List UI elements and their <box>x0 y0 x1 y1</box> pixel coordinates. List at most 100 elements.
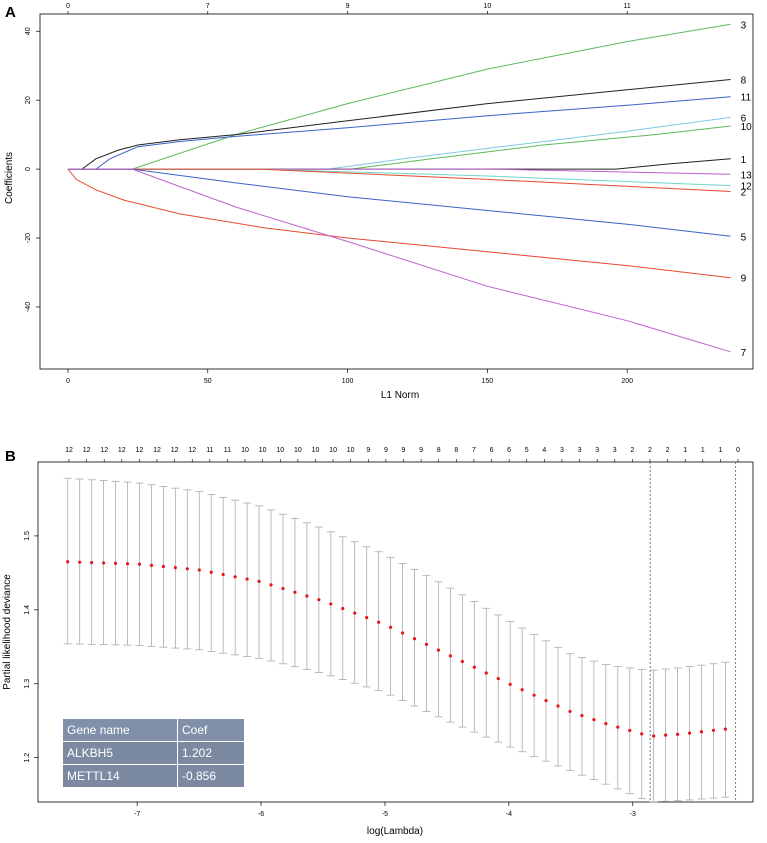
cv-errorbar <box>661 668 670 802</box>
cv-mean-point <box>652 734 656 738</box>
cv-mean-point <box>185 567 189 571</box>
coef-line-5 <box>67 168 731 237</box>
cv-errorbar <box>565 653 574 772</box>
cv-mean-point <box>484 671 488 675</box>
cv-mean-point <box>412 637 417 641</box>
top-count-label-b: 12 <box>65 447 73 454</box>
cv-errorbar <box>470 601 479 733</box>
cv-errorbar <box>207 494 216 652</box>
cv-errorbar <box>398 563 407 701</box>
cv-mean-point <box>664 733 668 737</box>
cv-errorbar <box>99 480 108 645</box>
cv-errorbar <box>577 657 586 776</box>
x-tick-label-b: -6 <box>258 811 264 818</box>
cv-mean-point <box>125 562 130 566</box>
cv-mean-point <box>221 572 225 577</box>
cv-mean-point <box>508 682 512 686</box>
cv-errorbar <box>386 556 395 696</box>
top-tick-label-a: 7 <box>206 3 210 10</box>
top-count-label-b: 12 <box>83 447 91 454</box>
cv-errorbar <box>554 646 563 767</box>
coef-line-label: 3 <box>741 20 747 31</box>
top-count-label-b: 8 <box>437 447 441 454</box>
top-count-label-b: 11 <box>224 447 231 454</box>
top-count-label-b: 10 <box>259 447 267 454</box>
coef-line-label: 7 <box>741 348 747 359</box>
cv-errorbar <box>183 489 192 650</box>
x-axis-label-a: L1 Norm <box>381 390 419 401</box>
cv-mean-point <box>389 625 393 629</box>
cv-mean-point <box>353 611 357 615</box>
table-header-row: Gene name Coef <box>62 718 245 742</box>
cv-mean-point <box>197 568 201 572</box>
top-count-label-b: 3 <box>595 447 599 454</box>
coef-line-3 <box>67 23 731 170</box>
cv-mean-point <box>580 713 584 718</box>
cv-errorbar <box>625 667 634 795</box>
top-count-label-b: 6 <box>507 447 511 454</box>
cv-errorbar <box>410 569 419 707</box>
cv-errorbar <box>87 479 96 645</box>
cv-mean-point <box>616 725 620 729</box>
table-row: ALKBH5 1.202 <box>62 741 245 765</box>
y-axis-label-b: Partial likelihood deviance <box>2 574 13 690</box>
cv-mean-point <box>460 659 464 664</box>
cv-errorbar <box>542 640 551 762</box>
cv-mean-point <box>245 577 249 581</box>
cv-errorbar <box>267 509 276 662</box>
top-count-label-b: 5 <box>525 447 529 454</box>
top-count-label-b: 9 <box>384 447 388 454</box>
top-count-label-b: 12 <box>136 447 144 454</box>
coef-line-11 <box>67 96 731 170</box>
top-count-label-b: 11 <box>206 447 213 454</box>
coef-line-10 <box>67 125 731 170</box>
coef-line-label: 10 <box>741 122 753 133</box>
y-tick-label-a: 40 <box>25 27 32 35</box>
y-tick-label-a: -20 <box>25 233 32 243</box>
cv-errorbar <box>613 666 622 790</box>
cv-errorbar <box>111 480 120 646</box>
x-axis-label-b: log(Lambda) <box>367 826 423 837</box>
cv-errorbar <box>255 505 264 659</box>
cv-errorbar <box>685 666 694 801</box>
coef-line-7 <box>67 168 731 353</box>
y-tick-label-a: -40 <box>25 302 32 312</box>
cv-mean-point <box>675 732 680 736</box>
top-count-label-b: 10 <box>347 447 355 454</box>
y-tick-label-b: 1.2 <box>24 753 31 763</box>
top-count-label-b: 1 <box>701 447 705 454</box>
cv-mean-point <box>424 642 429 647</box>
cv-errorbar <box>350 541 359 684</box>
cv-errorbar <box>159 486 168 648</box>
top-count-label-b: 4 <box>542 447 546 454</box>
cv-mean-point <box>699 730 704 734</box>
cv-mean-point <box>544 698 548 703</box>
cv-mean-point <box>257 579 261 583</box>
x-tick-label-b: -7 <box>134 811 140 818</box>
cv-errorbar <box>123 481 132 646</box>
top-count-label-b: 3 <box>560 447 564 454</box>
cv-errorbar <box>494 614 503 743</box>
cv-errorbar <box>302 522 311 670</box>
cv-errorbar <box>374 551 383 692</box>
cv-mean-point <box>496 677 500 681</box>
cv-errorbar <box>135 482 144 646</box>
cv-mean-point <box>532 693 536 697</box>
plot-b-frame <box>37 461 754 803</box>
cv-mean-point <box>137 562 142 566</box>
cv-mean-point <box>341 606 345 611</box>
cv-mean-point <box>293 590 297 594</box>
cv-errorbar <box>697 664 706 800</box>
cv-errorbar <box>482 607 491 738</box>
cross-validation-plot: -7 -6 -5 -4 -31.21.31.41.512 12 12 12 12 12 12 12 11… <box>2 447 754 837</box>
top-count-label-b: 10 <box>241 447 249 454</box>
cv-errorbar <box>709 663 718 799</box>
top-tick-label-a: 0 <box>66 3 70 10</box>
cv-mean-point <box>113 561 118 565</box>
coef-line-label: 6 <box>741 113 747 124</box>
cv-errorbar <box>243 502 252 658</box>
cv-errorbar <box>518 627 527 753</box>
x-tick-label-a: 200 <box>621 378 633 385</box>
coef-line-9 <box>67 168 731 279</box>
